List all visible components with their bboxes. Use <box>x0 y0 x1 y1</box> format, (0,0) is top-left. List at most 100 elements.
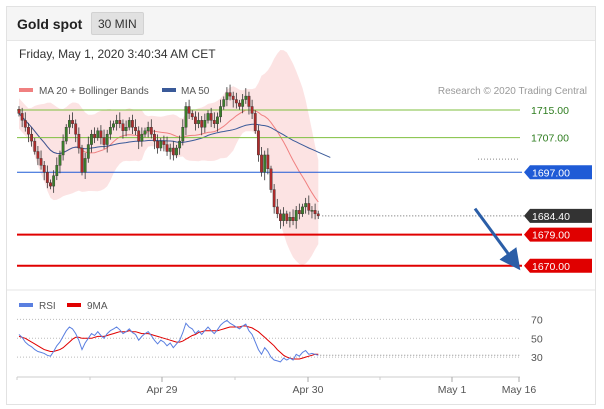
forecast-arrow <box>473 207 521 271</box>
rsi-tick-50: 50 <box>531 333 543 345</box>
candle-body <box>288 217 292 221</box>
candle-body <box>137 130 141 142</box>
candle-body <box>168 147 172 152</box>
candle-body <box>127 120 131 128</box>
candle-body <box>222 99 226 107</box>
candle-body <box>178 140 182 149</box>
candle-body <box>257 130 260 156</box>
candle-body <box>228 92 232 97</box>
time-axis: Apr 29 Apr 30 May 1 May 16 <box>16 377 536 396</box>
candle-body <box>291 217 295 221</box>
candle-body <box>203 120 207 128</box>
candle-body <box>219 106 222 118</box>
candle-body <box>282 213 285 221</box>
candle-body <box>121 123 125 131</box>
candle-body <box>316 213 320 217</box>
legend-label-rsi: RSI <box>39 301 56 312</box>
datetime-label: Friday, May 1, 2020 3:40:34 AM CET <box>19 47 216 61</box>
candle-body <box>118 120 122 124</box>
candle-body <box>156 140 159 149</box>
bollinger-band <box>19 50 319 266</box>
level-label-1697.00: 1697.00 <box>532 167 570 179</box>
candle-body <box>304 203 308 208</box>
candle-body <box>36 151 40 159</box>
candle-body <box>225 92 229 100</box>
candle-body <box>266 154 270 170</box>
candle-body <box>212 120 216 124</box>
legend-label-ma50: MA 50 <box>181 86 210 97</box>
candle-body <box>140 133 144 142</box>
candle-body <box>42 165 46 173</box>
candle-body <box>108 127 112 135</box>
candle-body <box>61 140 65 156</box>
level-tag-1684.40 <box>524 208 592 223</box>
level-label-1684.40: 1684.40 <box>532 211 570 223</box>
candle-body <box>80 147 84 173</box>
candle-body <box>17 109 21 114</box>
legend-swatch-bollinger <box>19 88 33 92</box>
candle-body <box>297 210 301 215</box>
timeframe-button[interactable]: 30 MIN <box>91 12 144 35</box>
candle-body <box>247 95 251 107</box>
ma50-line <box>18 113 331 158</box>
rsi-tick-70: 70 <box>531 314 543 326</box>
candle-body <box>99 130 103 138</box>
candle-body <box>269 168 273 190</box>
candle-body <box>74 123 78 135</box>
candle-body <box>263 154 267 173</box>
candle-body <box>20 113 24 121</box>
legend-label-9ma: 9MA <box>87 301 108 312</box>
candle-body <box>184 106 188 128</box>
candle-body <box>162 140 166 145</box>
candle-body <box>244 95 248 100</box>
candle-body <box>146 127 150 131</box>
candle-body <box>275 206 279 215</box>
legend-swatch-rsi <box>19 303 33 307</box>
candle-body <box>279 213 282 221</box>
candle-body <box>272 189 276 208</box>
level-label-1679.00: 1679.00 <box>532 230 570 242</box>
candle-body <box>143 130 147 135</box>
price-legend: MA 20 + Bollinger Bands MA 50 <box>19 86 210 97</box>
candle-body <box>112 123 115 128</box>
candle-body <box>301 206 304 215</box>
time-label-apr-29: Apr 29 <box>147 384 178 396</box>
candle-body <box>86 144 90 159</box>
candle-body <box>181 127 185 142</box>
candle-body <box>134 127 137 131</box>
candle-body <box>52 175 56 187</box>
legend-swatch-9ma <box>67 303 81 307</box>
chart-header: Gold spot 30 MIN <box>7 7 595 41</box>
candle-body <box>124 127 128 131</box>
legend-swatch-ma50 <box>162 88 176 92</box>
candle-body <box>209 113 213 121</box>
candle-body <box>260 154 263 173</box>
rsi-tick-30: 30 <box>531 352 543 364</box>
candle-body <box>231 95 235 100</box>
candle-body <box>307 203 311 211</box>
candle-body <box>49 182 52 187</box>
candle-body <box>159 140 163 149</box>
candle-body <box>153 133 156 142</box>
candle-body <box>250 106 254 114</box>
candle-body <box>149 127 153 135</box>
candle-body <box>33 140 37 152</box>
time-label-may-1: May 1 <box>438 384 467 396</box>
candle-body <box>294 210 298 221</box>
candle-body <box>238 102 241 107</box>
candle-body <box>313 210 317 215</box>
candle-body <box>83 158 87 173</box>
legend-label-bollinger: MA 20 + Bollinger Bands <box>39 86 149 97</box>
candle-body <box>90 133 93 145</box>
candle-body <box>67 120 71 128</box>
time-label-apr-30: Apr 30 <box>293 384 324 396</box>
candle-body <box>310 210 314 212</box>
credit-label: Research © 2020 Trading Central <box>438 86 587 97</box>
candle-body <box>193 116 197 124</box>
candle-body <box>241 99 245 107</box>
instrument-title: Gold spot <box>17 16 83 32</box>
candle-body <box>77 133 81 149</box>
rsi-legend: RSI 9MA <box>19 301 108 312</box>
candle-body <box>58 154 62 166</box>
rsi-panel: 70 50 30 <box>17 314 543 364</box>
